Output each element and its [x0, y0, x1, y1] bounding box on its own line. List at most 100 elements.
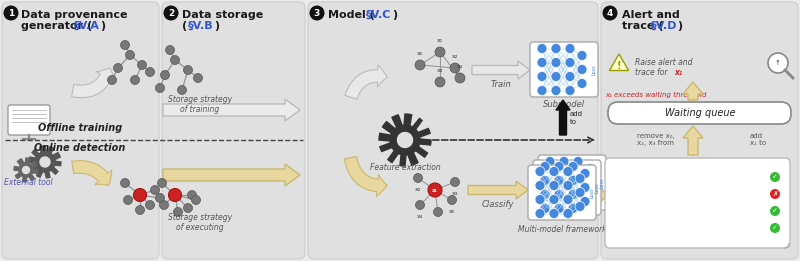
Text: File: File	[649, 189, 666, 198]
Circle shape	[573, 170, 583, 181]
Text: Storage strategy
of executing: Storage strategy of executing	[168, 213, 232, 232]
Circle shape	[150, 186, 159, 194]
Circle shape	[559, 185, 569, 194]
Circle shape	[155, 84, 165, 92]
Circle shape	[161, 70, 170, 80]
Text: ): )	[100, 21, 105, 31]
FancyBboxPatch shape	[308, 2, 598, 259]
Text: ): )	[392, 10, 397, 20]
Circle shape	[563, 181, 573, 191]
FancyBboxPatch shape	[533, 160, 601, 215]
Circle shape	[551, 86, 561, 96]
Text: x₁: x₁	[432, 188, 438, 193]
Text: x₀: x₀	[615, 172, 624, 181]
Polygon shape	[468, 181, 528, 199]
Circle shape	[577, 79, 587, 88]
Text: Raise alert and: Raise alert and	[635, 58, 693, 67]
Circle shape	[121, 40, 130, 50]
Circle shape	[455, 73, 465, 83]
Text: trace (: trace (	[622, 21, 663, 31]
FancyBboxPatch shape	[2, 2, 159, 259]
Circle shape	[559, 157, 569, 167]
Text: Loss: Loss	[594, 182, 599, 193]
Polygon shape	[556, 100, 570, 135]
Circle shape	[183, 66, 193, 74]
Text: Loss: Loss	[591, 64, 597, 75]
FancyBboxPatch shape	[538, 155, 606, 210]
Polygon shape	[598, 186, 607, 204]
Circle shape	[415, 200, 425, 210]
Circle shape	[770, 206, 780, 216]
Circle shape	[549, 209, 559, 218]
Circle shape	[159, 200, 169, 210]
Circle shape	[565, 86, 575, 96]
Circle shape	[770, 172, 780, 182]
Polygon shape	[40, 157, 50, 167]
Text: generator (: generator (	[21, 21, 92, 31]
Circle shape	[134, 188, 146, 201]
Text: x₄: x₄	[417, 214, 423, 219]
Text: Waiting queue: Waiting queue	[665, 108, 735, 118]
Circle shape	[768, 53, 788, 73]
Text: ↑: ↑	[775, 60, 781, 66]
Circle shape	[580, 197, 590, 206]
Text: x₃: x₃	[615, 223, 624, 232]
Circle shape	[540, 189, 550, 199]
Circle shape	[535, 181, 545, 191]
Circle shape	[107, 75, 117, 85]
Circle shape	[130, 75, 139, 85]
Circle shape	[121, 179, 130, 187]
Circle shape	[428, 183, 442, 197]
Text: Process: Process	[649, 206, 686, 215]
Text: Multi-model framework: Multi-model framework	[518, 225, 606, 234]
FancyBboxPatch shape	[8, 105, 50, 135]
Circle shape	[551, 57, 561, 68]
Circle shape	[580, 169, 590, 179]
Circle shape	[563, 167, 573, 176]
Text: x₀: x₀	[417, 51, 423, 56]
Circle shape	[123, 195, 133, 205]
Circle shape	[573, 157, 583, 167]
Circle shape	[559, 170, 569, 181]
Text: Socket: Socket	[649, 172, 681, 181]
Text: x₄: x₄	[457, 64, 463, 69]
Text: x₂: x₂	[615, 206, 624, 215]
Circle shape	[414, 174, 422, 182]
Text: Storage strategy
of training: Storage strategy of training	[168, 95, 232, 114]
Text: x₂: x₂	[415, 187, 421, 192]
Circle shape	[554, 204, 564, 213]
Circle shape	[575, 201, 585, 211]
Circle shape	[563, 194, 573, 205]
Text: is a: is a	[626, 206, 646, 215]
Circle shape	[310, 5, 325, 21]
Polygon shape	[683, 126, 703, 155]
Circle shape	[563, 209, 573, 218]
Polygon shape	[22, 167, 30, 174]
Text: ✓: ✓	[772, 208, 778, 214]
Text: remove x₀,
x₂, x₃ from: remove x₀, x₂, x₃ from	[637, 133, 674, 146]
Text: is a: is a	[626, 189, 646, 198]
Text: is a: is a	[626, 172, 646, 181]
Polygon shape	[29, 146, 61, 178]
Text: x₁: x₁	[674, 68, 682, 77]
Circle shape	[535, 194, 545, 205]
FancyBboxPatch shape	[605, 158, 790, 248]
Circle shape	[585, 177, 595, 187]
Circle shape	[585, 163, 595, 174]
Polygon shape	[683, 82, 703, 100]
Circle shape	[187, 191, 197, 199]
Text: ✗: ✗	[772, 191, 778, 197]
Circle shape	[415, 60, 425, 70]
Circle shape	[565, 44, 575, 54]
Circle shape	[585, 192, 595, 201]
Text: §V.C: §V.C	[366, 10, 391, 20]
Circle shape	[770, 189, 780, 199]
Text: Classify: Classify	[482, 200, 514, 209]
Circle shape	[178, 86, 186, 94]
Circle shape	[565, 57, 575, 68]
Circle shape	[540, 162, 550, 171]
Text: Loss: Loss	[599, 177, 605, 188]
Circle shape	[537, 72, 547, 81]
Polygon shape	[379, 114, 431, 166]
Text: !: !	[617, 61, 622, 71]
